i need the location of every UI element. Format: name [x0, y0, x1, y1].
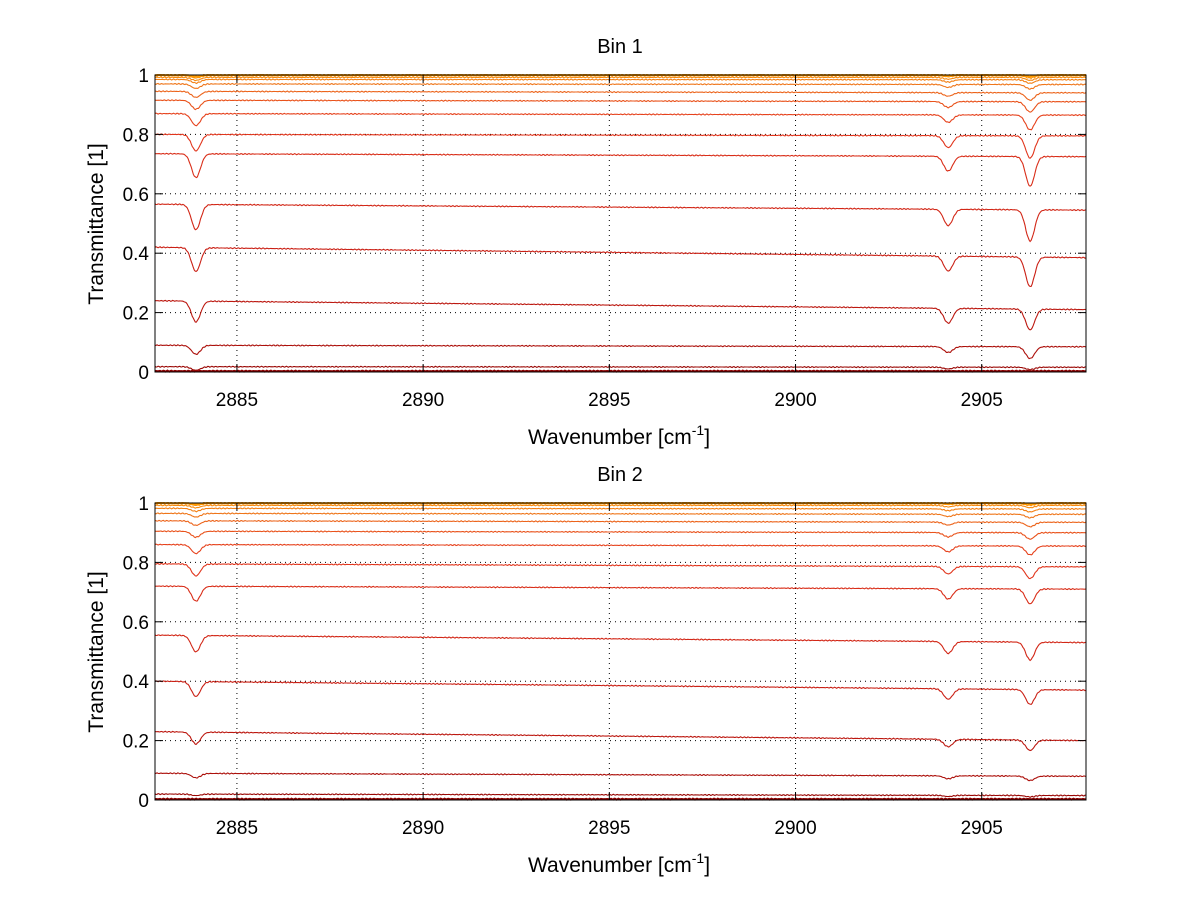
spectrum-trace [154, 90, 1087, 101]
y-tick-label: 1 [138, 494, 149, 515]
y-tick-label: 0.6 [123, 185, 149, 206]
x-tick-label: 2890 [402, 818, 444, 839]
x-tick-label: 2885 [216, 390, 258, 411]
spectrum-trace [154, 369, 1087, 373]
spectrum-trace [155, 299, 1087, 331]
axes-box [154, 502, 1087, 801]
spectrum-trace [154, 519, 1087, 528]
subplot-title: Bin 2 [597, 464, 643, 486]
y-tick-label: 0.6 [123, 613, 149, 634]
spectrum-trace [154, 76, 1087, 82]
x-tick-label: 2895 [588, 818, 630, 839]
spectrum-trace [154, 562, 1087, 580]
spectrum-trace [154, 246, 1087, 287]
spectrum-trace [154, 99, 1087, 113]
subplot-title: Bin 1 [597, 36, 643, 58]
subplot-bin-1: Bin 1 2885 2890 2895 2900 2905 0 0.2 0.4 0.6 0.8… [85, 36, 1087, 449]
axes-box [154, 74, 1087, 373]
y-axis-ticks: 0 0.2 0.4 0.6 0.8 1 [123, 66, 1086, 384]
x-tick-label: 2890 [402, 390, 444, 411]
spectrum-trace [154, 152, 1087, 187]
x-tick-label: 2905 [961, 818, 1003, 839]
y-tick-label: 0.2 [123, 732, 149, 753]
spectrum-trace [154, 133, 1087, 159]
x-tick-label: 2885 [216, 818, 258, 839]
y-axis-ticks: 0 0.2 0.4 0.6 0.8 1 [123, 494, 1086, 812]
y-tick-label: 0 [138, 363, 149, 384]
spectrum-trace [154, 543, 1087, 556]
spectrum-trace [154, 512, 1087, 519]
x-tick-label: 2900 [774, 818, 816, 839]
grid-lines [155, 503, 1086, 800]
spectrum-trace [154, 344, 1087, 360]
spectrum-trace [154, 203, 1087, 243]
y-tick-label: 0.2 [123, 304, 149, 325]
spectrum-trace [154, 530, 1087, 540]
spectrum-trace [154, 585, 1087, 605]
spectrum-trace [154, 634, 1086, 662]
x-axis-label: Wavenumber [cm-1] [528, 850, 710, 877]
x-axis-label-superscript: -1 [692, 850, 705, 866]
y-axis-label: Transmittance [1] [85, 143, 108, 304]
spectrum-trace [154, 78, 1086, 85]
x-axis-ticks: 2885 2890 2895 2900 2905 [216, 503, 1003, 839]
y-tick-label: 1 [138, 66, 149, 87]
spectrum-trace [154, 792, 1086, 799]
x-tick-label: 2900 [774, 390, 816, 411]
spectrum-trace [154, 730, 1087, 752]
spectrum-trace [154, 365, 1086, 371]
spectrum-trace [154, 772, 1087, 782]
spectrum-trace [154, 797, 1087, 801]
x-axis-label-superscript: -1 [692, 422, 705, 438]
x-axis-ticks: 2885 2890 2895 2900 2905 [216, 75, 1003, 411]
y-tick-label: 0.8 [123, 553, 149, 574]
x-tick-label: 2895 [588, 390, 630, 411]
x-axis-label: Wavenumber [cm-1] [528, 422, 710, 449]
y-tick-label: 0.4 [123, 672, 150, 693]
y-tick-label: 0.4 [123, 244, 150, 265]
x-tick-label: 2905 [961, 390, 1003, 411]
y-tick-label: 0.8 [123, 125, 149, 146]
subplot-bin-2: Bin 2 2885 2890 2895 2900 2905 0 0.2 0.4 0.6 0.8… [85, 464, 1087, 877]
spectrum-trace [154, 680, 1087, 706]
spectrum-trace [154, 112, 1087, 131]
y-tick-label: 0 [138, 791, 149, 812]
spectrum-trace [154, 507, 1086, 513]
y-axis-label: Transmittance [1] [85, 571, 108, 732]
spectrum-trace [154, 504, 1087, 509]
spectrum-trace [154, 82, 1087, 90]
